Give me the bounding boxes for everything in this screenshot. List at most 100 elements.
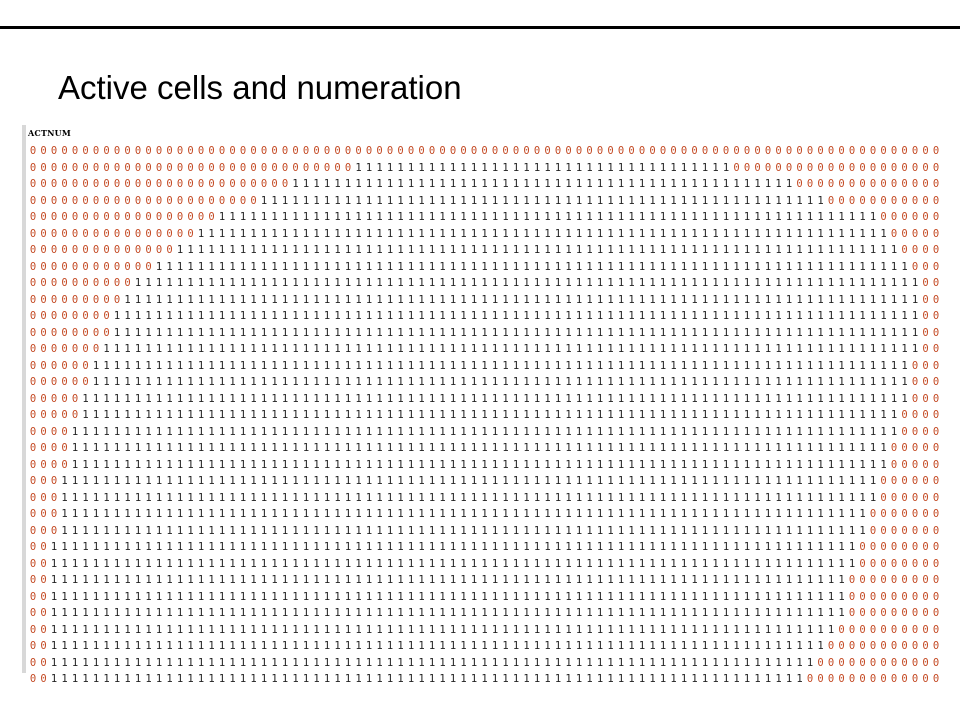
actnum-cell: 1	[523, 607, 530, 619]
actnum-cell: 1	[596, 574, 604, 586]
actnum-cell: 1	[617, 326, 625, 339]
actnum-cell: 1	[449, 607, 457, 619]
actnum-cell: 1	[649, 508, 656, 520]
actnum-cell: 1	[281, 623, 289, 636]
actnum-cell: 1	[271, 376, 278, 388]
actnum-cell: 1	[376, 574, 383, 586]
actnum-cell: 0	[901, 491, 908, 504]
actnum-cell: 0	[134, 211, 142, 223]
actnum-cell: 1	[544, 623, 551, 636]
actnum-cell: 1	[61, 590, 68, 603]
actnum-cell: 1	[386, 524, 394, 537]
actnum-cell: 1	[197, 343, 205, 355]
actnum-cell: 1	[659, 211, 667, 223]
actnum-cell: 0	[932, 145, 940, 157]
actnum-cell: 1	[785, 673, 793, 685]
actnum-cell: 1	[575, 541, 583, 553]
actnum-cell: 1	[712, 227, 719, 240]
actnum-cell: 1	[260, 376, 268, 388]
actnum-cell: 1	[712, 640, 719, 652]
actnum-cell: 1	[218, 590, 226, 603]
actnum-cell: 0	[911, 244, 919, 256]
actnum-cell: 1	[470, 673, 478, 685]
actnum-cell: 1	[460, 541, 467, 553]
actnum-cell: 1	[323, 178, 331, 190]
actnum-cell: 1	[838, 475, 845, 487]
actnum-cell: 1	[649, 211, 656, 223]
actnum-cell: 1	[838, 425, 845, 438]
actnum-cell: 1	[481, 425, 488, 438]
actnum-cell: 1	[628, 541, 635, 553]
actnum-cell: 1	[376, 376, 383, 388]
actnum-cell: 1	[722, 524, 730, 537]
actnum-cell: 1	[617, 161, 625, 174]
actnum-cell: 1	[806, 359, 814, 372]
actnum-cell: 1	[197, 623, 205, 636]
actnum-cell: 1	[806, 227, 814, 240]
actnum-cell: 1	[554, 376, 562, 388]
actnum-cell: 1	[754, 211, 761, 223]
actnum-cell: 1	[260, 442, 268, 454]
actnum-cell: 0	[911, 640, 919, 652]
actnum-cell: 1	[218, 211, 226, 223]
actnum-cell: 1	[229, 343, 236, 355]
actnum-cell: 1	[145, 541, 152, 553]
actnum-cell: 1	[313, 227, 320, 240]
actnum-cell: 1	[670, 524, 677, 537]
actnum-cell: 0	[50, 491, 58, 504]
actnum-cell: 1	[260, 656, 268, 669]
actnum-cell: 0	[29, 607, 37, 619]
actnum-cell: 1	[92, 409, 100, 421]
actnum-cell: 1	[481, 277, 488, 289]
actnum-cell: 1	[271, 326, 278, 339]
actnum-cell: 1	[638, 656, 646, 669]
actnum-cell: 0	[932, 541, 940, 553]
actnum-cell: 1	[355, 359, 362, 372]
actnum-cell: 1	[743, 673, 751, 685]
actnum-cell: 1	[397, 524, 404, 537]
actnum-cell: 1	[218, 475, 226, 487]
actnum-cell: 1	[313, 491, 320, 504]
actnum-cell: 1	[722, 161, 730, 174]
actnum-cell: 1	[575, 640, 583, 652]
actnum-cell: 1	[302, 623, 310, 636]
actnum-cell: 1	[796, 623, 803, 636]
actnum-cell: 1	[691, 211, 698, 223]
actnum-cell: 1	[512, 475, 520, 487]
actnum-cell: 1	[271, 227, 278, 240]
actnum-cell: 1	[481, 326, 488, 339]
actnum-cell: 1	[187, 409, 194, 421]
actnum-cell: 1	[197, 557, 205, 570]
actnum-cell: 1	[407, 590, 415, 603]
actnum-cell: 1	[827, 541, 835, 553]
actnum-cell: 1	[271, 244, 278, 256]
actnum-cell: 0	[40, 541, 47, 553]
actnum-cell: 1	[145, 623, 152, 636]
actnum-cell: 1	[407, 277, 415, 289]
actnum-cell: 1	[439, 425, 446, 438]
actnum-cell: 1	[439, 590, 446, 603]
actnum-cell: 1	[890, 244, 898, 256]
actnum-cell: 0	[71, 178, 79, 190]
actnum-cell: 1	[701, 607, 709, 619]
actnum-cell: 0	[40, 194, 47, 207]
actnum-cell: 1	[386, 458, 394, 471]
actnum-cell: 1	[418, 310, 425, 322]
actnum-cell: 1	[355, 343, 362, 355]
actnum-cell: 1	[491, 343, 499, 355]
actnum-cell: 1	[554, 178, 562, 190]
actnum-cell: 0	[208, 161, 215, 174]
actnum-cell: 1	[554, 541, 562, 553]
actnum-cell: 1	[155, 640, 163, 652]
actnum-cell: 1	[523, 244, 530, 256]
actnum-cell: 1	[239, 607, 247, 619]
actnum-cell: 1	[596, 508, 604, 520]
actnum-cell: 0	[197, 194, 205, 207]
actnum-cell: 1	[596, 442, 604, 454]
actnum-cell: 0	[932, 376, 940, 388]
actnum-cell: 0	[523, 145, 530, 157]
actnum-cell: 1	[124, 376, 131, 388]
actnum-cell: 0	[848, 673, 856, 685]
